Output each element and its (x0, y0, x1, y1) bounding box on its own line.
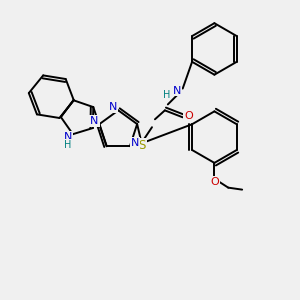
Text: N: N (131, 138, 139, 148)
Text: S: S (138, 139, 146, 152)
Text: O: O (184, 111, 193, 121)
Text: H: H (64, 140, 72, 150)
Text: N: N (64, 132, 72, 142)
Text: O: O (210, 177, 219, 187)
Text: N: N (90, 116, 99, 126)
Text: N: N (172, 85, 181, 96)
Text: N: N (109, 102, 118, 112)
Text: H: H (163, 89, 170, 100)
